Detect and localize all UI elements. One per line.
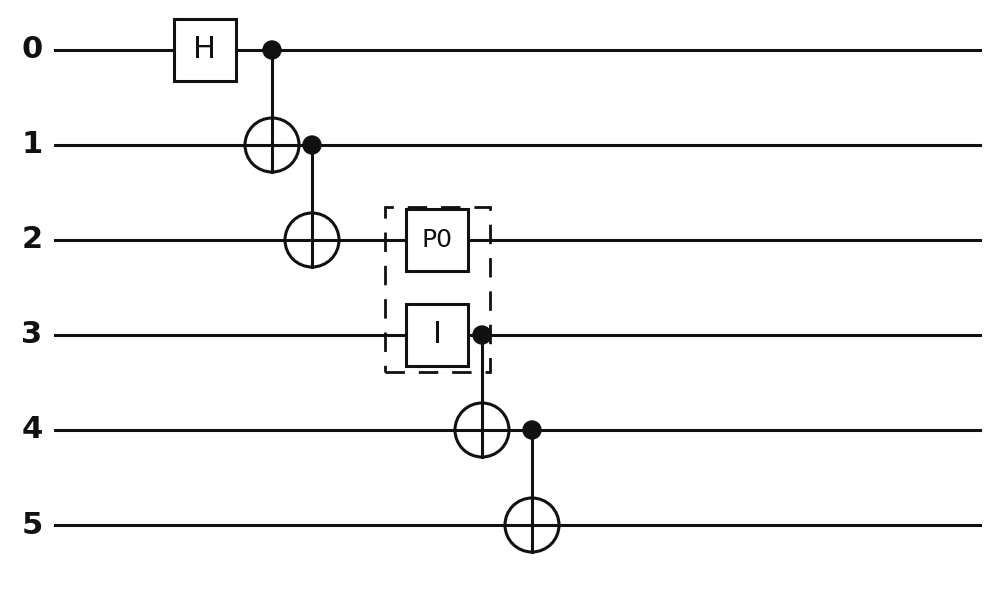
Circle shape (263, 41, 281, 59)
Circle shape (473, 326, 491, 344)
Text: P0: P0 (422, 228, 452, 252)
Text: H: H (193, 35, 216, 65)
Circle shape (523, 421, 541, 439)
Circle shape (245, 118, 299, 172)
Circle shape (285, 213, 339, 267)
Circle shape (455, 403, 509, 457)
Bar (406, 304, 468, 366)
Text: 1: 1 (21, 131, 43, 159)
Bar (174, 19, 236, 81)
Bar (406, 209, 468, 271)
Circle shape (303, 136, 321, 154)
Text: 0: 0 (21, 35, 43, 65)
Bar (385, 207, 490, 372)
Text: 5: 5 (21, 511, 43, 539)
Text: I: I (432, 320, 442, 350)
Text: 2: 2 (21, 226, 43, 254)
Circle shape (505, 498, 559, 552)
Text: 3: 3 (21, 320, 43, 350)
Text: 4: 4 (21, 415, 43, 445)
